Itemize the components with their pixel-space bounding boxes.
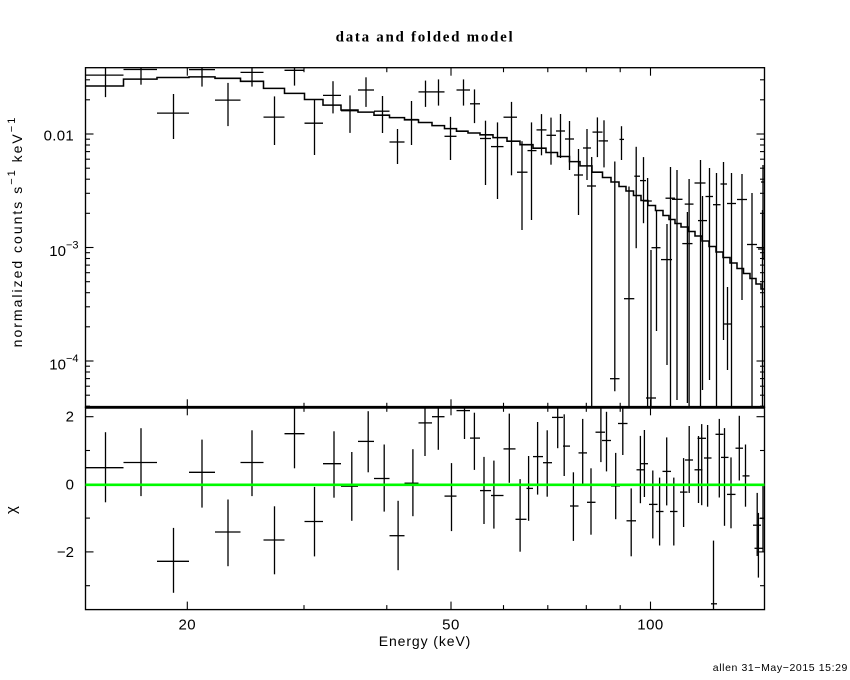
svg-text:−2: −2 bbox=[57, 544, 74, 561]
svg-text:50: 50 bbox=[442, 617, 460, 634]
svg-text:allen 31−May−2015 15:29: allen 31−May−2015 15:29 bbox=[713, 662, 848, 674]
svg-text:0: 0 bbox=[66, 476, 74, 493]
svg-text:0.01: 0.01 bbox=[44, 128, 74, 145]
svg-text:100: 100 bbox=[637, 617, 664, 634]
svg-text:normalized counts s−1 keV−1: normalized counts s−1 keV−1 bbox=[6, 116, 25, 348]
svg-text:10−3: 10−3 bbox=[49, 240, 78, 261]
svg-text:data and folded model: data and folded model bbox=[336, 30, 515, 46]
svg-text:20: 20 bbox=[178, 617, 196, 634]
svg-text:2: 2 bbox=[66, 409, 74, 426]
svg-text:Energy (keV): Energy (keV) bbox=[379, 633, 472, 649]
svg-text:10−4: 10−4 bbox=[49, 353, 78, 374]
svg-text:χ: χ bbox=[3, 506, 20, 514]
